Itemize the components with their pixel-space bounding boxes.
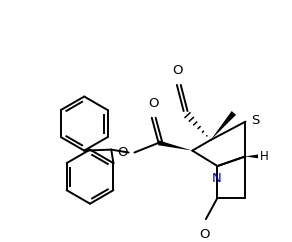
Text: H: H xyxy=(260,150,269,163)
Polygon shape xyxy=(158,141,192,151)
Text: O: O xyxy=(173,64,183,77)
Text: O: O xyxy=(200,228,210,241)
Text: O: O xyxy=(117,146,128,159)
Text: O: O xyxy=(148,97,159,110)
Text: N: N xyxy=(212,172,221,185)
Polygon shape xyxy=(211,111,236,140)
Text: S: S xyxy=(251,114,260,127)
Polygon shape xyxy=(246,154,258,158)
